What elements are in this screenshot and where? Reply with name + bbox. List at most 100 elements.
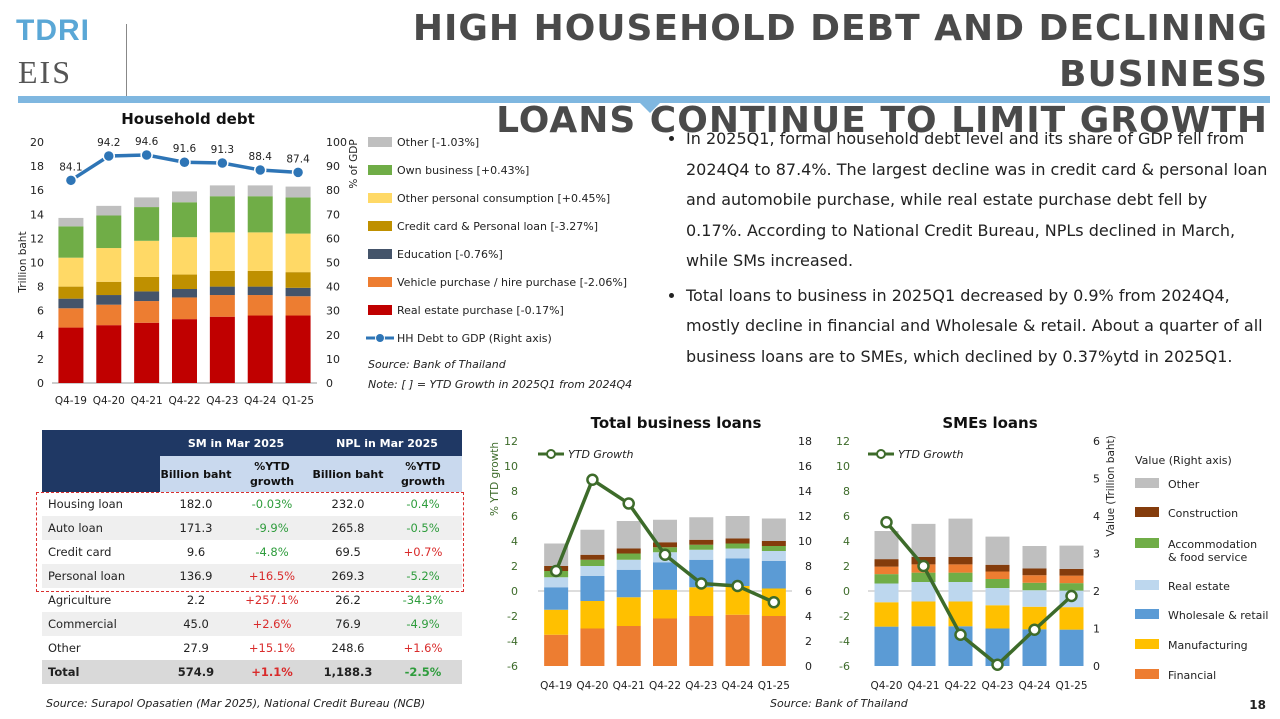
hh-bar-segment [134,322,160,383]
hh-bar-segment [209,196,235,233]
biz-ytick-label: 0 [511,585,518,598]
biz-xtick-label: Q4-21 [613,680,645,692]
hh-legend-label: Other personal consumption [+0.45%] [397,192,610,205]
hh-bar-segment [247,315,273,383]
sme-legend-label: Other [1168,478,1200,491]
hh-ytick-label: 14 [30,208,44,221]
hh-y2tick-label: 30 [326,305,340,318]
page-number: 18 [1249,698,1266,712]
hh-bar-segment [96,325,122,383]
biz-y2tick-label: 2 [805,635,812,648]
biz-bar-segment [725,543,750,549]
sme-bar-segment [874,531,899,560]
table-row: Other 27.9 +15.1% 248.6 +1.6% [42,636,462,660]
biz-bar-segment [580,554,605,560]
sm-value: 574.9 [160,660,232,684]
sme-bar-segment [1059,607,1084,630]
hh-bar-segment [134,301,160,323]
hh-gdp-point [216,156,229,170]
hh-y2tick-label: 0 [326,377,333,390]
biz-growth-point [695,577,708,590]
hh-bar-segment [285,315,311,383]
hh-bar-segment [285,272,311,288]
biz-y2tick-label: 16 [798,460,812,473]
bullet-2: Total loans to business in 2025Q1 decrea… [686,281,1268,373]
sme-bar-segment [911,523,936,557]
biz-legend-label: YTD Growth [568,448,633,461]
sme-y2tick-label: 5 [1093,473,1100,486]
sme-bar-segment [1059,583,1084,591]
hh-xtick-label: Q4-19 [55,395,87,407]
biz-xtick-label: Q4-19 [540,680,572,692]
hh-bar-segment [58,298,84,309]
logo-tdri: TDRI [16,14,90,47]
hh-bar-segment [134,207,160,241]
row-category: Credit card [48,545,112,559]
sme-bar-segment [1022,568,1047,576]
sm-value: 136.9 [160,564,232,588]
biz-growth-point [622,497,635,510]
biz-bar-segment [761,518,786,541]
hh-gdp-point [291,166,305,179]
hh-xtick-label: Q4-21 [131,395,163,407]
sme-y2label: Value (Trillion baht) [1105,435,1117,537]
biz-ytick-label: 12 [504,435,518,448]
table-row: Auto loan 171.3 -9.9% 265.8 -0.5% [42,516,462,540]
hh-legend-label: Vehicle purchase / hire purchase [-2.06%… [397,276,627,289]
biz-bar-segment [689,587,714,616]
sme-bar-segment [985,588,1010,606]
biz-bar-segment [725,516,750,539]
biz-ytick-label: 6 [511,510,518,523]
hh-xtick-label: Q4-23 [206,395,238,407]
sm-value: 45.0 [160,612,232,636]
sme-bar-segment [948,582,973,602]
sme-bar-segment [985,605,1010,629]
biz-growth-point [658,548,672,561]
hh-ytick-label: 20 [30,136,44,149]
table-row: Personal loan 136.9 +16.5% 269.3 -5.2% [42,564,462,588]
page-title: HIGH HOUSEHOLD DEBT AND DECLINING BUSINE… [268,6,1268,144]
biz-ylabel: % YTD growth [489,442,501,516]
sme-ytick-label: 4 [843,535,850,548]
biz-growth-point [767,596,781,609]
hh-gdp-data-label: 88.4 [249,151,273,163]
npl-group-header: NPL in Mar 2025 [312,430,462,456]
hh-legend-label: Own business [+0.43%] [397,164,529,177]
summary-bullets: In 2025Q1, formal household debt level a… [656,124,1268,376]
biz-bar-segment [761,561,786,589]
biz-bar-segment [761,541,786,546]
sub-header-npl-growth: %YTD growth [384,456,462,492]
hh-bar-segment [134,291,160,302]
hh-bar-segment [285,287,311,297]
sme-bar-segment [1059,629,1084,666]
hh-bar-segment [172,237,197,275]
hh-bar-segment [134,197,160,208]
sme-ytick-label: 10 [836,460,850,473]
hh-bar-segment [172,289,197,298]
hh-y2tick-label: 70 [326,208,340,221]
table-row: Credit card 9.6 -4.8% 69.5 +0.7% [42,540,462,564]
title-rule [18,96,1270,103]
npl-value: 26.2 [335,593,361,607]
biz-bar-segment [653,618,677,666]
hh-gdp-data-label: 91.6 [173,143,197,155]
biz-bar-segment [689,549,714,560]
npl-growth: -0.4% [406,497,440,511]
sm-growth: +2.6% [232,612,312,636]
hh-bar-segment [247,270,273,287]
biz-xtick-label: Q1-25 [758,680,790,692]
hh-bar-segment [209,295,235,317]
biz-xtick-label: Q4-20 [576,680,608,692]
row-category: Housing loan [48,497,123,511]
sub-header-sm-value: Billion baht [160,456,232,492]
npl-value: 76.9 [312,612,384,636]
npl-value: 1,188.3 [312,660,384,684]
hh-bar-segment [134,276,160,292]
hh-ytick-label: 2 [37,353,44,366]
hh-bar-segment [134,240,160,277]
title-line-1: HIGH HOUSEHOLD DEBT AND DECLINING BUSINE… [412,8,1268,95]
hh-legend-line-marker [375,333,385,343]
hh-y2tick-label: 60 [326,232,340,245]
biz-bar-segment [616,548,641,554]
hh-y2tick-label: 50 [326,257,340,270]
